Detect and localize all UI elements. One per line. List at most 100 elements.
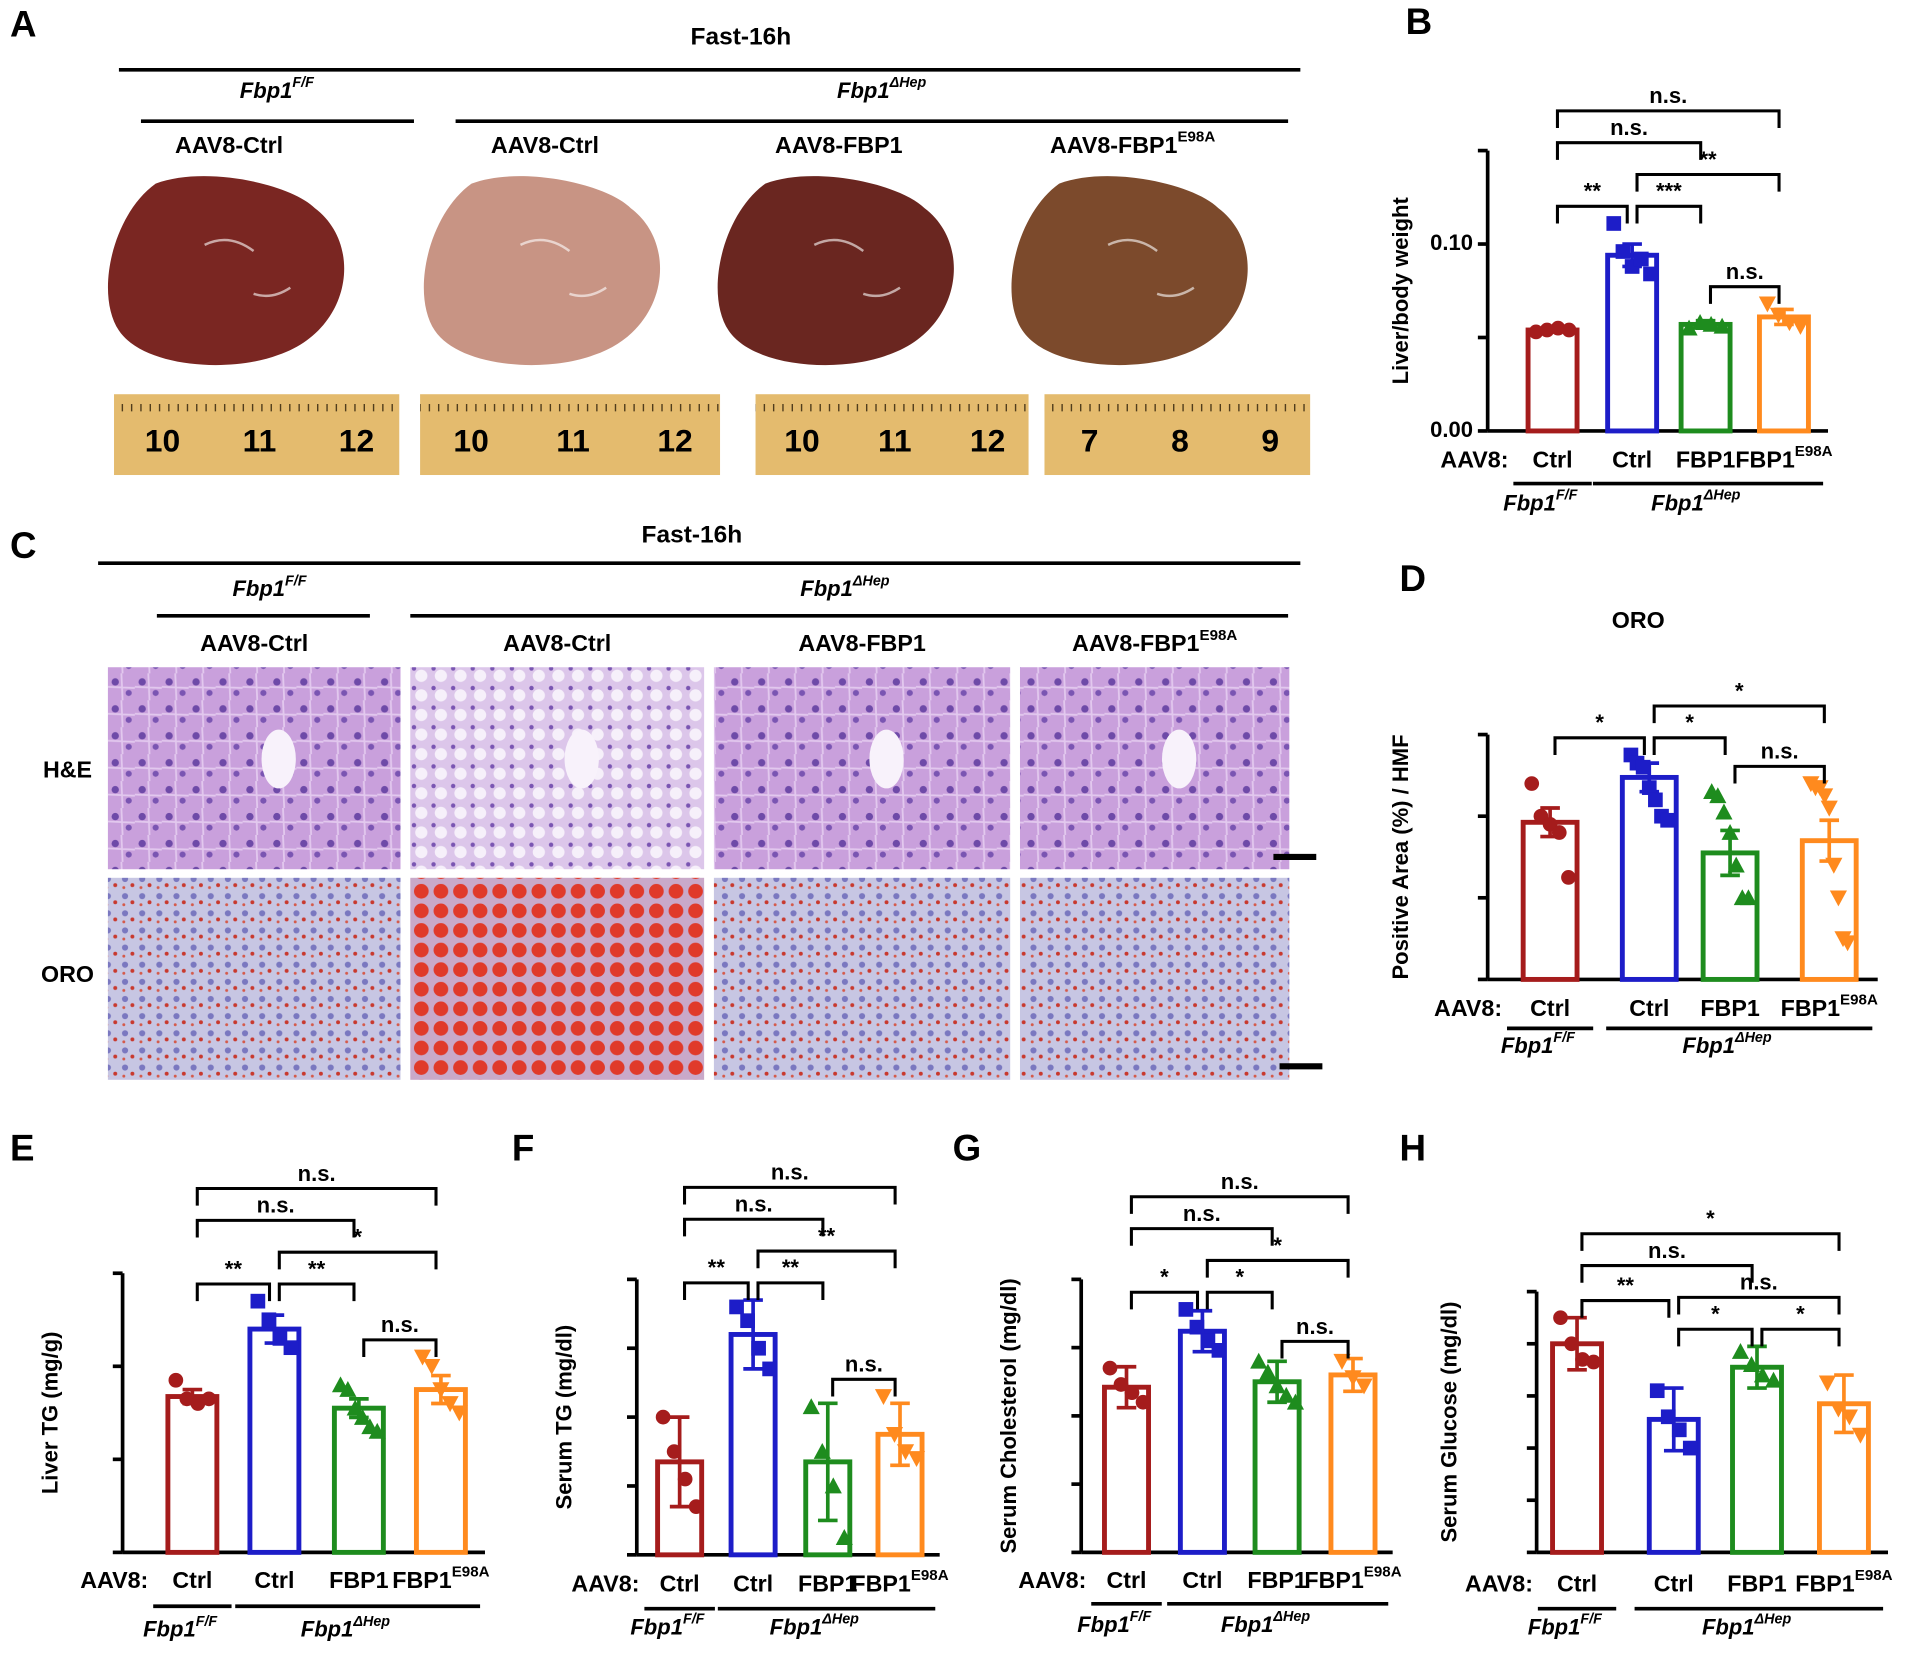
- x-tick-label: FBP1: [329, 1567, 389, 1593]
- x-tick-label: FBP1E98A: [392, 1563, 489, 1592]
- x-tick-label: FBP1E98A: [1304, 1563, 1401, 1592]
- significance-label: n.s.: [1296, 1314, 1334, 1339]
- data-point: [1553, 1310, 1568, 1326]
- label-text: Ctrl: [1629, 995, 1669, 1021]
- label-text: Ctrl: [660, 1571, 700, 1597]
- data-point: [1820, 800, 1838, 817]
- significance-label: n.s.: [257, 1193, 295, 1218]
- label-text: Fbp1: [240, 78, 293, 103]
- ruler-number: 7: [1081, 423, 1099, 459]
- bar: [1102, 1384, 1151, 1555]
- data-point: [1660, 812, 1675, 828]
- data-point: [1564, 1336, 1579, 1352]
- bar: [1730, 1364, 1784, 1555]
- significance-bracket: [1553, 736, 1646, 755]
- x-tick-label: FBP1: [1676, 447, 1736, 473]
- x-axis-title: AAV8:: [1440, 447, 1508, 473]
- panel-letter: F: [512, 1128, 534, 1169]
- panel-letter: G: [953, 1128, 982, 1169]
- label-text: Ctrl: [1557, 1571, 1597, 1597]
- data-point: [762, 1361, 777, 1377]
- y-tick-label: 0.00: [1430, 417, 1473, 442]
- label-text: Ctrl: [172, 1567, 212, 1593]
- data-point: [1635, 759, 1651, 775]
- data-point: [1586, 1354, 1601, 1370]
- data-point: [1816, 788, 1834, 805]
- group-label: Fbp1F/F: [630, 1611, 705, 1639]
- label-text: Ctrl: [1530, 995, 1570, 1021]
- significance-bracket: [1733, 764, 1826, 784]
- error-bar: [890, 1401, 910, 1468]
- condition-label: Fast-16h: [642, 522, 743, 549]
- significance-label: *: [353, 1225, 362, 1250]
- data-point: [1731, 1343, 1750, 1359]
- significance-label: *: [1160, 1265, 1169, 1290]
- data-point: [1606, 216, 1622, 231]
- label-text: Fbp1: [837, 78, 890, 103]
- label-text: AAV8-FBP1: [1050, 132, 1178, 158]
- x-tick-label: FBP1: [1727, 1571, 1787, 1597]
- data-point: [283, 1340, 299, 1356]
- significance-label: *: [1235, 1265, 1244, 1290]
- row-label: H&E: [43, 756, 92, 782]
- significance-bracket: [1555, 141, 1703, 160]
- label-text: FBP1: [1700, 995, 1760, 1021]
- x-tick-label: FBP1: [798, 1571, 858, 1597]
- label-text: Fbp1: [1221, 1612, 1274, 1637]
- data-point: [1753, 1366, 1772, 1383]
- significance-label: n.s.: [298, 1161, 336, 1186]
- column-label: AAV8-Ctrl: [200, 630, 308, 656]
- panel-letter: B: [1406, 1, 1433, 42]
- group-label: Fbp1ΔHep: [1702, 1611, 1791, 1639]
- label-text: AAV8-Ctrl: [491, 132, 599, 158]
- label-text: Ctrl: [733, 1571, 773, 1597]
- x-tick-label: Ctrl: [660, 1571, 700, 1597]
- genotype-label: Fbp1ΔHep: [837, 75, 926, 103]
- vessel: [1162, 729, 1197, 789]
- column-label: AAV8-Ctrl: [175, 132, 283, 158]
- data-point: [907, 1451, 926, 1467]
- data-point: [441, 1396, 459, 1413]
- data-point: [1649, 1383, 1665, 1399]
- data-point: [1721, 823, 1739, 840]
- label-text: Fbp1: [770, 1614, 823, 1639]
- row-label: ORO: [41, 961, 94, 987]
- data-point: [201, 1391, 217, 1407]
- data-point: [1829, 1401, 1847, 1418]
- significance-bracket: [1280, 1339, 1350, 1359]
- data-point: [1643, 266, 1658, 282]
- label-text: Fbp1: [1702, 1614, 1755, 1639]
- data-point: [179, 1391, 195, 1407]
- label-text: FBP1: [798, 1571, 858, 1597]
- data-point: [1528, 324, 1544, 340]
- data-point: [1189, 1319, 1205, 1335]
- data-point: [368, 1422, 386, 1439]
- significance-label: **: [225, 1256, 243, 1281]
- data-point: [1286, 1393, 1305, 1410]
- significance-label: *: [1711, 1302, 1720, 1327]
- group-label: Fbp1ΔHep: [301, 1614, 390, 1642]
- data-point: [1764, 1371, 1783, 1388]
- data-point: [1648, 792, 1663, 808]
- x-tick-label: Ctrl: [1106, 1567, 1146, 1593]
- bar: [1177, 1328, 1227, 1555]
- data-point: [1758, 296, 1776, 313]
- group-label: Fbp1ΔHep: [1651, 487, 1740, 515]
- x-tick-label: Ctrl: [1629, 995, 1669, 1021]
- liver-photo: [717, 176, 954, 366]
- panel-letter: C: [10, 525, 37, 566]
- label-text: FBP1: [1247, 1567, 1307, 1593]
- significance-bracket: [1129, 1227, 1274, 1246]
- significance-label: *: [1685, 710, 1694, 735]
- data-point: [1709, 787, 1727, 804]
- data-point: [432, 1382, 450, 1399]
- data-point: [423, 1358, 441, 1375]
- label-text: Fbp1: [143, 1617, 196, 1642]
- bar: [1757, 314, 1811, 434]
- y-axis-label: Liver TG (mg/g): [37, 1331, 62, 1494]
- oro-image: [1019, 877, 1290, 1080]
- data-point: [1124, 1385, 1140, 1401]
- ruler-number: 10: [453, 423, 488, 459]
- data-point: [353, 1408, 372, 1425]
- significance-label: n.s.: [1761, 739, 1799, 764]
